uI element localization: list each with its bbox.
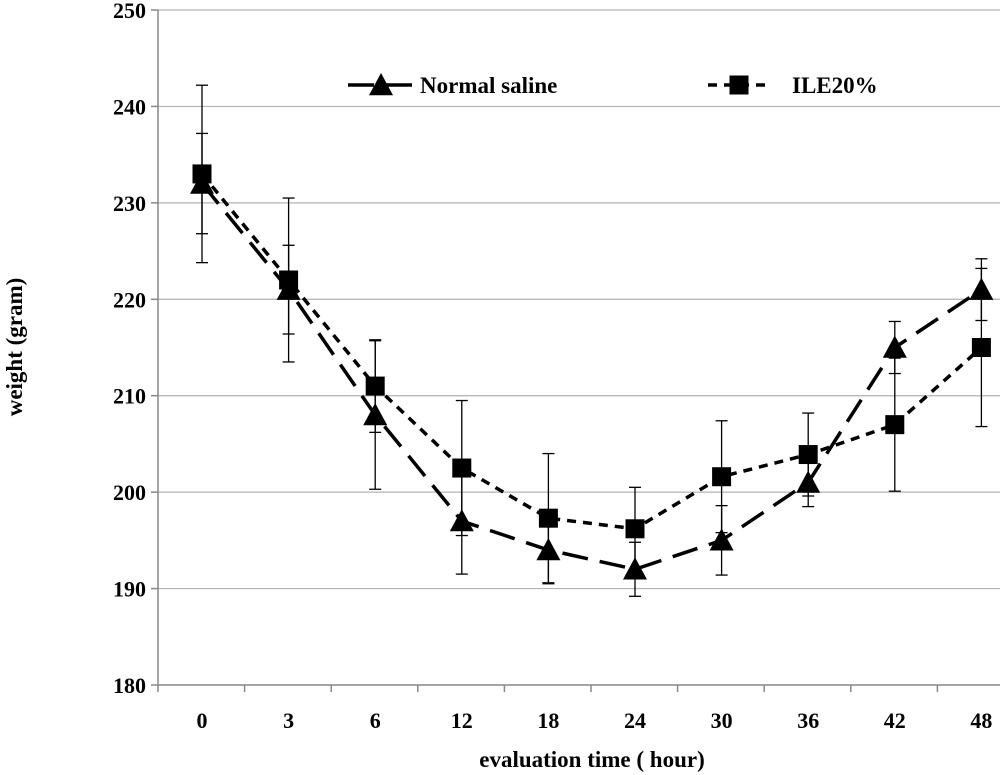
square-marker — [625, 519, 645, 539]
x-tick-label: 30 — [711, 708, 733, 733]
axes — [157, 10, 1000, 686]
legend-square-marker — [729, 75, 749, 95]
square-marker — [538, 508, 558, 528]
y-tick-label: 230 — [113, 191, 146, 216]
x-axis-label: evaluation time ( hour) — [479, 747, 705, 772]
y-tick-label: 220 — [113, 287, 146, 312]
y-tick-label: 250 — [113, 0, 146, 23]
series-1 — [192, 84, 991, 584]
square-marker — [798, 445, 818, 465]
x-tick-label: 0 — [197, 708, 208, 733]
y-tick-label: 240 — [113, 94, 146, 119]
x-tick-label: 36 — [797, 708, 819, 733]
y-tick-label: 180 — [113, 673, 146, 698]
square-marker — [452, 458, 472, 478]
square-marker — [279, 270, 299, 290]
x-tick-label: 12 — [451, 708, 473, 733]
square-marker — [712, 467, 732, 487]
y-tick-label: 210 — [113, 384, 146, 409]
legend-label: Normal saline — [420, 73, 557, 98]
x-tick-label: 42 — [884, 708, 906, 733]
legend: Normal saline ILE20% — [348, 73, 878, 98]
x-tick-label: 48 — [970, 708, 992, 733]
x-tick-label: 3 — [283, 708, 294, 733]
x-ticks: 0 3 6 12 18 24 30 36 42 48 — [157, 685, 992, 733]
y-axis-label: weight (gram) — [2, 278, 27, 417]
square-marker — [885, 415, 905, 435]
triangle-marker — [882, 335, 907, 358]
square-marker — [192, 164, 212, 184]
legend-label: ILE20% — [792, 73, 878, 98]
series-line — [200, 172, 983, 531]
square-marker — [365, 376, 385, 396]
x-tick-label: 6 — [370, 708, 381, 733]
x-tick-label: 18 — [537, 708, 559, 733]
square-marker — [971, 338, 991, 357]
y-ticks: 180 190 200 210 220 230 240 250 — [113, 0, 158, 698]
series-line — [200, 182, 983, 572]
y-tick-label: 190 — [113, 577, 146, 602]
legend-triangle-marker — [369, 73, 393, 96]
x-tick-label: 24 — [624, 708, 646, 733]
y-tick-label: 200 — [113, 480, 146, 505]
triangle-marker — [709, 528, 734, 551]
series-layer — [190, 84, 994, 597]
